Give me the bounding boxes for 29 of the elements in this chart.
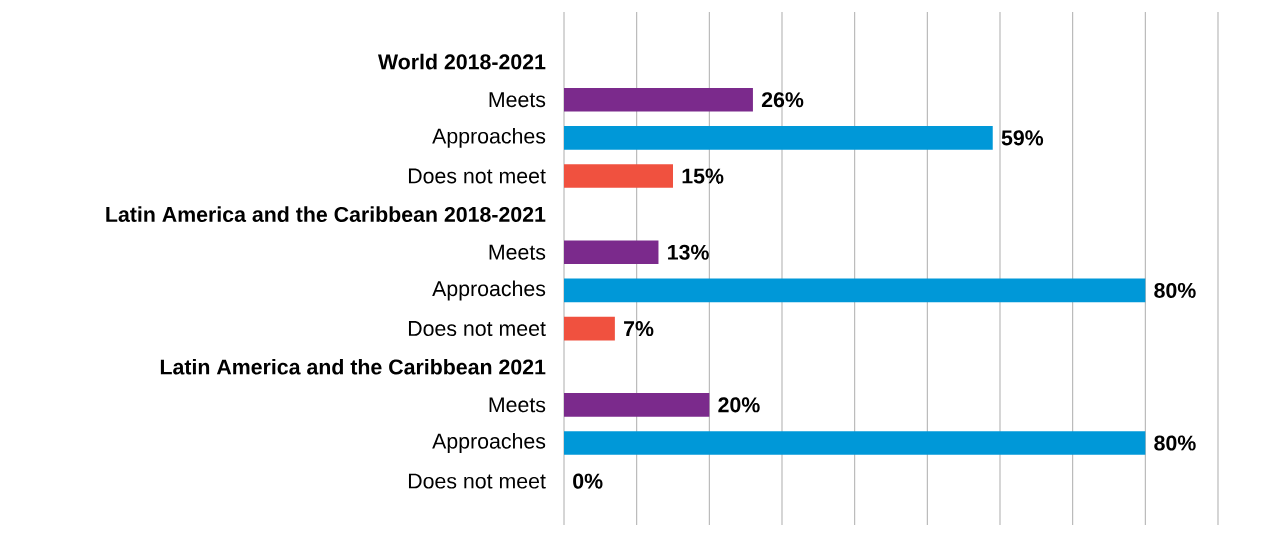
data-label: 15%: [682, 168, 724, 184]
y-tick-label: Approaches: [432, 127, 546, 148]
bar: [564, 240, 659, 265]
y-tick-label: Meets: [489, 397, 546, 413]
bar: [564, 125, 993, 150]
y-tick-label: Approaches: [432, 432, 546, 453]
data-label: 20%: [718, 397, 760, 413]
bar: [564, 164, 673, 188]
bar: [564, 392, 710, 417]
y-tick-label: Approaches: [432, 280, 546, 301]
data-label: 26%: [761, 92, 804, 108]
data-label: 80%: [1154, 435, 1196, 451]
data-label: 7%: [624, 321, 654, 337]
y-tick-label: Latin America and the Caribbean 2021: [160, 358, 546, 375]
y-tick-label: Meets: [489, 92, 546, 108]
y-tick-label: Does not meet: [408, 473, 546, 489]
y-tick-label: Latin America and the Caribbean 2018-2021: [106, 206, 546, 222]
data-label: 59%: [1001, 130, 1044, 146]
data-label: 13%: [668, 244, 709, 260]
y-tick-label: Does not meet: [408, 168, 546, 184]
y-tick-label: World 2018-2021: [377, 53, 546, 70]
data-label: 0%: [573, 473, 603, 489]
bar: [564, 316, 615, 341]
y-tick-label: Does not meet: [408, 321, 546, 336]
bar: [564, 87, 753, 112]
bar: [564, 431, 1146, 455]
y-tick-label: Meets: [489, 244, 546, 260]
bar: [564, 278, 1146, 303]
data-label: 80%: [1154, 282, 1196, 298]
